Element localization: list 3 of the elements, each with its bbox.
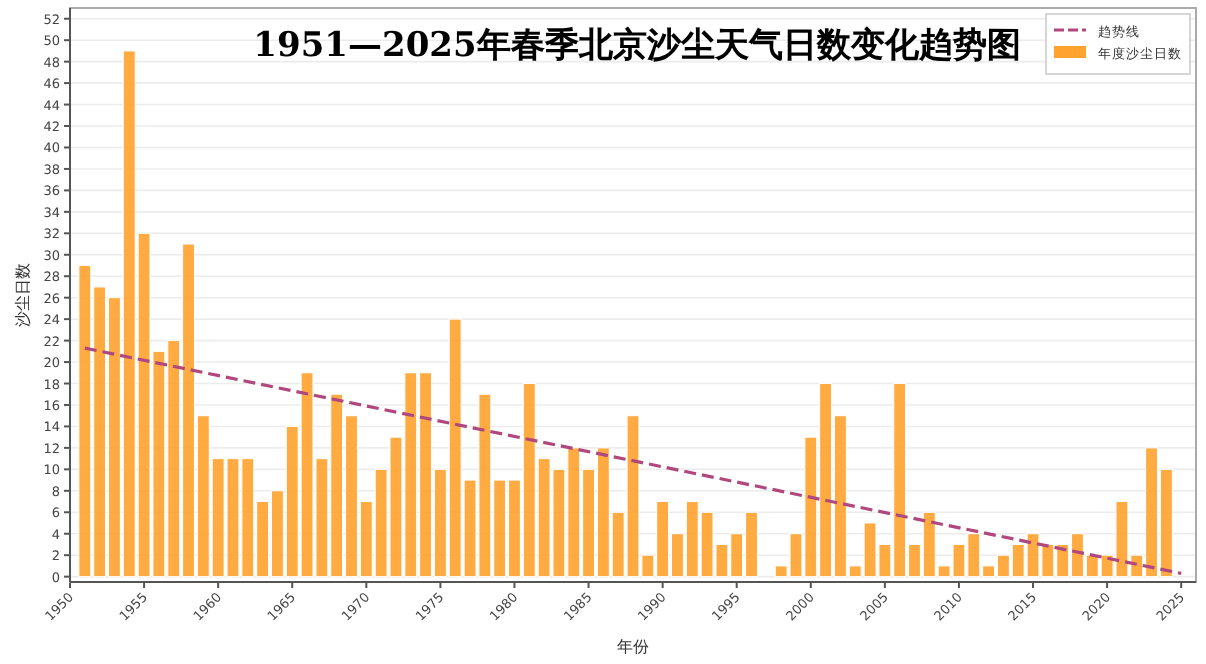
text: 1951—2025年春季北京沙尘天气日数变化趋势图	[253, 26, 1021, 66]
y-axis-title: 沙尘日数	[14, 263, 32, 327]
x-axis-title: 年份	[617, 638, 649, 656]
